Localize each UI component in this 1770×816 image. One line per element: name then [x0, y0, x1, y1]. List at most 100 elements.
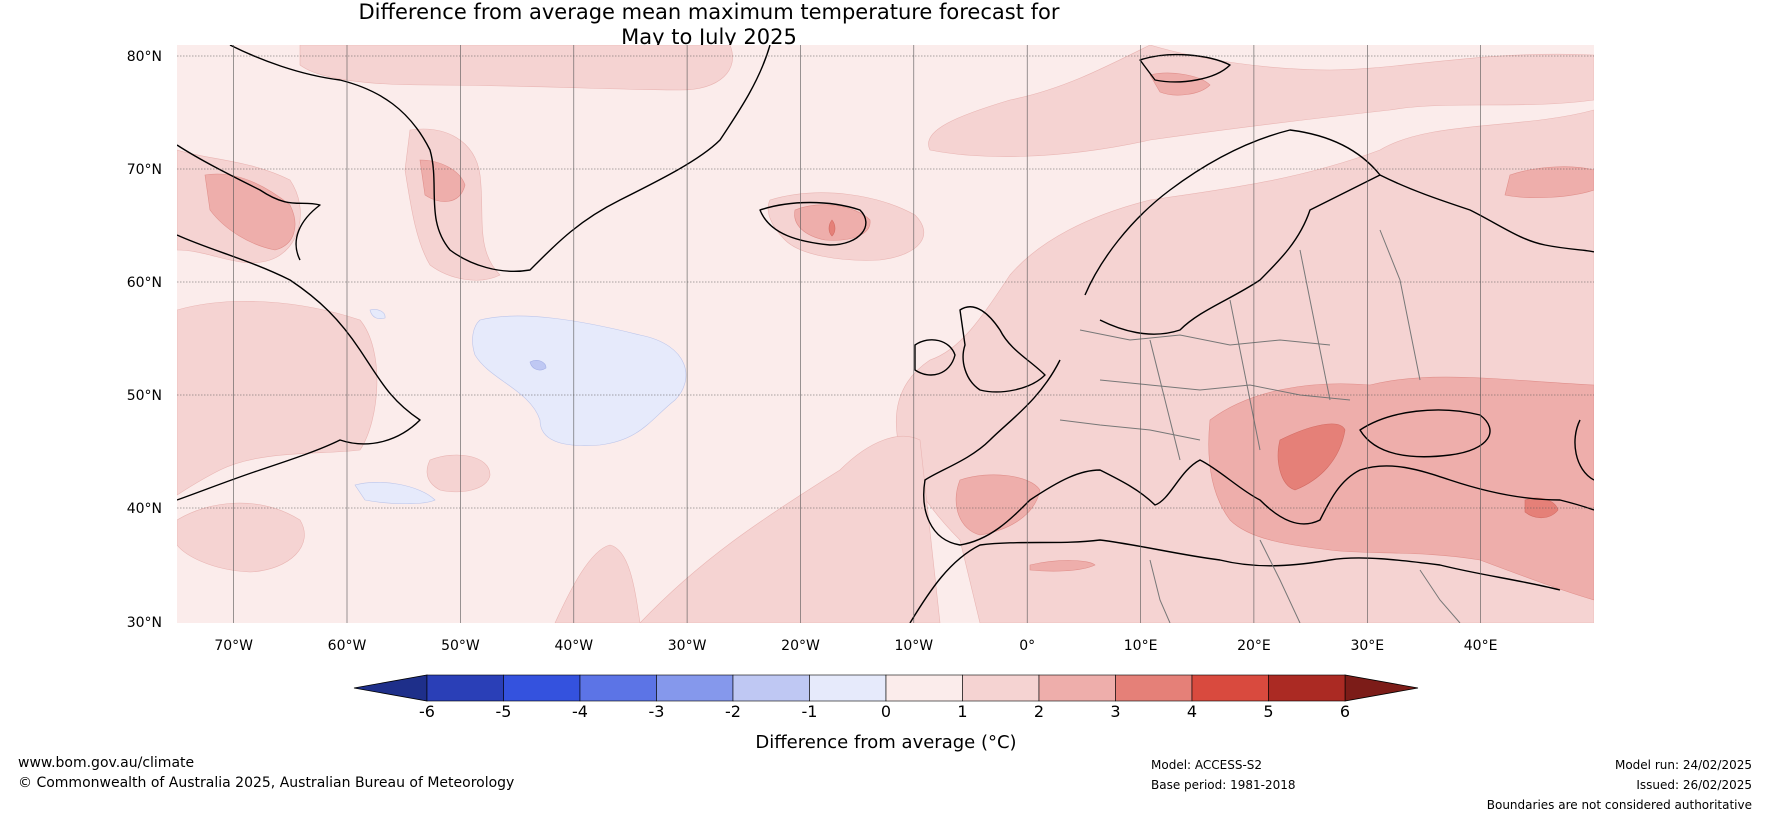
colorbar-tick-label: -3 — [649, 702, 665, 721]
colorbar-tick-label: 3 — [1110, 702, 1120, 721]
colorbar-tick-label: -1 — [802, 702, 818, 721]
colorbar-tick-label: 4 — [1187, 702, 1197, 721]
coastline-baffin — [177, 144, 321, 261]
footer-website[interactable]: www.bom.gov.au/climate — [18, 755, 195, 771]
footer-copyright: © Commonwealth of Australia 2025, Austra… — [18, 775, 515, 791]
lat-label: 70°N — [127, 162, 162, 178]
lon-label: 20°E — [1237, 638, 1271, 654]
border-lines-7 — [1379, 229, 1421, 381]
lat-label: 80°N — [127, 49, 162, 65]
anomaly-region-2to3-baffin — [204, 173, 296, 251]
lon-label: 30°W — [668, 638, 707, 654]
border-lines-6 — [1059, 419, 1201, 441]
colorbar-swatch — [962, 674, 1040, 702]
anomaly-region-1to2-iberia — [639, 436, 941, 623]
country-borders — [1059, 229, 1461, 623]
coastline-black-sea — [1359, 409, 1491, 458]
anomaly-region-1to2-arctic — [928, 45, 1594, 157]
border-lines-10 — [1259, 539, 1301, 623]
border-lines-1 — [1079, 329, 1331, 346]
anomaly-region-minus2to1 — [529, 360, 547, 371]
lon-label: 70°W — [214, 638, 253, 654]
coastline-russian-arctic — [1379, 174, 1594, 253]
border-lines-2 — [1099, 379, 1351, 401]
title-line-1: Difference from average mean maximum tem… — [358, 0, 1060, 24]
colorbar-title: Difference from average (°C) — [755, 732, 1016, 753]
coastline-british-isles — [959, 306, 1046, 393]
anomaly-region-minus1to0-small — [354, 482, 436, 505]
colorbar-swatch — [503, 674, 581, 702]
anomaly-region-1to2-small-b — [177, 502, 305, 573]
anomaly-region-3to4-caucasus — [1524, 497, 1559, 519]
colorbar-tick-label: 0 — [881, 702, 891, 721]
colorbar-right-extension — [1344, 674, 1419, 702]
colorbar-swatch — [1268, 674, 1346, 702]
coastline-europe — [923, 359, 1594, 546]
lon-label: 10°W — [894, 638, 933, 654]
coastline-greenland — [229, 45, 771, 272]
colorbar-left-extension — [353, 674, 428, 702]
colorbar-swatch — [732, 674, 810, 702]
chart-title: Difference from average mean maximum tem… — [0, 0, 1418, 50]
colorbar-tick-label: 5 — [1263, 702, 1273, 721]
coastline-north-africa — [909, 539, 1561, 623]
border-lines-9 — [1419, 569, 1461, 623]
colorbar-tick-label: 6 — [1340, 702, 1350, 721]
colorbar-swatch — [656, 674, 734, 702]
footer-base-period: Base period: 1981-2018 — [1151, 778, 1296, 792]
colorbar: -6 -5 -4 -3 -2 -1 0 1 2 3 4 5 6 Difference from aver… — [353, 674, 1419, 753]
colorbar-swatch — [579, 674, 657, 702]
meridian-gridlines — [233, 45, 1481, 623]
border-lines-8 — [1149, 559, 1171, 623]
anomaly-region-2to3-svalbard — [1149, 72, 1211, 96]
colorbar-swatch — [885, 674, 963, 702]
footer-model-run: Model run: 24/02/2025 — [1614, 758, 1752, 772]
colorbar-tick-label: 1 — [957, 702, 967, 721]
latitude-labels: 80°N 70°N 60°N 50°N 40°N 30°N — [127, 49, 162, 631]
coastline-iceland — [759, 201, 867, 246]
anomaly-region-2to3-iberia — [955, 474, 1041, 536]
coastlines — [177, 45, 1594, 623]
footer-issued: Issued: 26/02/2025 — [1636, 778, 1752, 792]
anomaly-region-minus1to0-atlantic — [472, 315, 687, 446]
lat-label: 60°N — [127, 275, 162, 291]
lat-label: 30°N — [127, 615, 162, 631]
lon-label: 0° — [1019, 638, 1035, 654]
lon-label: 30°E — [1350, 638, 1384, 654]
coastline-labrador — [177, 234, 421, 501]
colorbar-tick-label: -6 — [419, 702, 435, 721]
colorbar-swatch — [1115, 674, 1193, 702]
lon-label: 50°W — [441, 638, 480, 654]
lon-label: 60°W — [328, 638, 367, 654]
border-lines-5 — [1299, 249, 1331, 401]
anomaly-region-1to2-small-a — [426, 454, 491, 493]
colorbar-swatch — [1191, 674, 1269, 702]
footer-disclaimer: Boundaries are not considered authoritat… — [1486, 798, 1752, 812]
lon-label: 20°W — [781, 638, 820, 654]
anomaly-fields — [177, 45, 1594, 623]
lon-label: 10°E — [1124, 638, 1158, 654]
border-lines-3 — [1149, 339, 1181, 461]
colorbar-swatch — [426, 674, 504, 702]
colorbar-tick-label: -2 — [725, 702, 741, 721]
anomaly-region-2to3-russia-ne — [1504, 166, 1594, 199]
anomaly-region-3to4-balkans — [1277, 423, 1346, 491]
colorbar-tick-label: -5 — [496, 702, 512, 721]
anomaly-region-2to3-morocco — [1029, 560, 1096, 572]
lon-label: 40°W — [554, 638, 593, 654]
colorbar-tick-label: -4 — [572, 702, 588, 721]
anomaly-region-minus1to0-tiny — [369, 309, 386, 320]
gridlines — [177, 55, 1594, 509]
coastline-ireland — [914, 339, 956, 376]
longitude-labels: 70°W 60°W 50°W 40°W 30°W 20°W 10°W 0° 10… — [214, 638, 1497, 654]
anomaly-region-3to4-iceland — [828, 219, 836, 237]
coastline-caspian — [1574, 419, 1594, 481]
coastline-svalbard — [1139, 53, 1231, 83]
colorbar-swatches — [426, 674, 1346, 702]
colorbar-tick-label: 2 — [1034, 702, 1044, 721]
border-lines-4 — [1229, 299, 1261, 451]
anomaly-region-1to2-atlantic-south — [554, 544, 641, 623]
colorbar-swatch — [809, 674, 887, 702]
colorbar-ticks: -6 -5 -4 -3 -2 -1 0 1 2 3 4 5 6 — [419, 702, 1350, 721]
